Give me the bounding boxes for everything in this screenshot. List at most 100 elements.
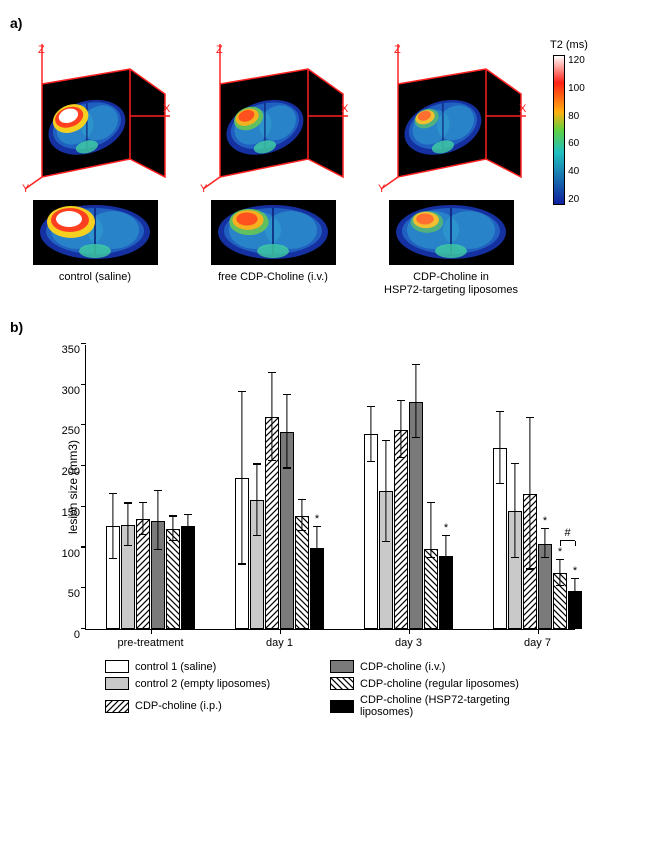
error-cap [298, 499, 306, 500]
brain-3d-view: Z X Y [198, 39, 348, 194]
bar [424, 549, 438, 629]
significance-bracket-tick [560, 541, 561, 546]
error-cap [496, 483, 504, 484]
error-cap [382, 440, 390, 441]
brain-3d-view: Z X Y [20, 39, 170, 194]
colorbar-gradient [553, 55, 565, 205]
y-tick-label: 350 [46, 344, 80, 356]
error-cap [511, 463, 519, 464]
colorbar-tick: 40 [568, 166, 585, 177]
bar [136, 519, 150, 629]
legend-swatch [330, 660, 354, 673]
colorbar-tick: 80 [568, 111, 585, 122]
error-cap [313, 526, 321, 527]
error-cap [268, 460, 276, 461]
error-cap [169, 540, 177, 541]
error-cap [541, 557, 549, 558]
colorbar-tick: 120 [568, 55, 585, 66]
brain-caption: control (saline) [59, 271, 131, 299]
error-bar [172, 517, 173, 541]
significance-marker: * [315, 513, 319, 525]
error-cap [184, 537, 192, 538]
legend-item: control 1 (saline) [105, 660, 330, 673]
svg-text:Y: Y [200, 183, 208, 194]
legend-item: CDP-choline (i.p.) [105, 694, 330, 718]
error-bar [574, 579, 575, 602]
y-tick-mark [81, 424, 86, 425]
significance-marker: * [573, 565, 577, 577]
svg-text:X: X [341, 103, 348, 115]
y-tick-mark [81, 384, 86, 385]
legend-label: CDP-choline (i.v.) [360, 661, 445, 673]
brain-caption: free CDP-Choline (i.v.) [218, 271, 328, 299]
error-cap [496, 411, 504, 412]
legend-swatch [105, 677, 129, 690]
panel-b: lesion size (mm3) 050100150200250300350p… [10, 345, 641, 718]
significance-bracket-label: # [564, 527, 570, 539]
error-cap [283, 394, 291, 395]
error-cap [169, 515, 177, 516]
bar [181, 526, 195, 629]
y-tick-label: 0 [46, 629, 80, 641]
error-bar [127, 504, 128, 546]
legend-label: CDP-choline (i.p.) [135, 700, 222, 712]
y-tick-label: 300 [46, 385, 80, 397]
error-cap [442, 535, 450, 536]
error-cap [526, 568, 534, 569]
legend-item: CDP-choline (regular liposomes) [330, 677, 555, 690]
error-bar [430, 503, 431, 558]
bar [166, 529, 180, 629]
bar [295, 516, 309, 629]
brain-slice [33, 200, 158, 265]
error-cap [238, 391, 246, 392]
brain-3d-view: Z X Y [376, 39, 526, 194]
x-tick-mark [151, 629, 152, 634]
svg-text:Z: Z [216, 44, 223, 56]
svg-text:Y: Y [22, 183, 30, 194]
legend-label: control 1 (saline) [135, 661, 216, 673]
panel-a: Z X Y [10, 39, 641, 299]
error-cap [253, 463, 261, 464]
y-tick-mark [81, 628, 86, 629]
error-bar [142, 503, 143, 536]
error-cap [139, 534, 147, 535]
error-cap [367, 461, 375, 462]
svg-text:Z: Z [38, 44, 45, 56]
error-cap [412, 437, 420, 438]
error-bar [316, 527, 317, 569]
y-tick-label: 150 [46, 507, 80, 519]
error-bar [256, 465, 257, 537]
y-tick-mark [81, 587, 86, 588]
significance-bracket-tick [575, 541, 576, 546]
error-cap [541, 528, 549, 529]
legend-label: CDP-choline (HSP72-targeting liposomes) [360, 694, 555, 718]
legend-swatch [330, 677, 354, 690]
significance-marker: * [543, 515, 547, 527]
error-bar [385, 441, 386, 542]
error-cap [268, 372, 276, 373]
error-bar [499, 412, 500, 484]
error-cap [556, 585, 564, 586]
colorbar-tick: 100 [568, 83, 585, 94]
colorbar-title: T2 (ms) [550, 39, 588, 51]
significance-marker: * [558, 546, 562, 558]
x-group-label: day 7 [524, 637, 551, 649]
error-bar [370, 407, 371, 462]
error-cap [556, 559, 564, 560]
error-bar [271, 373, 272, 461]
bar [364, 434, 378, 629]
error-bar [241, 392, 242, 565]
error-cap [139, 502, 147, 503]
error-bar [301, 500, 302, 531]
error-cap [397, 400, 405, 401]
error-cap [253, 535, 261, 536]
significance-marker: * [444, 522, 448, 534]
brain-column: Z X Y [188, 39, 358, 299]
y-tick-mark [81, 465, 86, 466]
colorbar-tick: 20 [568, 194, 585, 205]
error-cap [124, 545, 132, 546]
colorbar: T2 (ms)12010080604020 [550, 39, 588, 205]
y-tick-mark [81, 546, 86, 547]
legend-swatch [105, 700, 129, 713]
error-bar [529, 418, 530, 569]
